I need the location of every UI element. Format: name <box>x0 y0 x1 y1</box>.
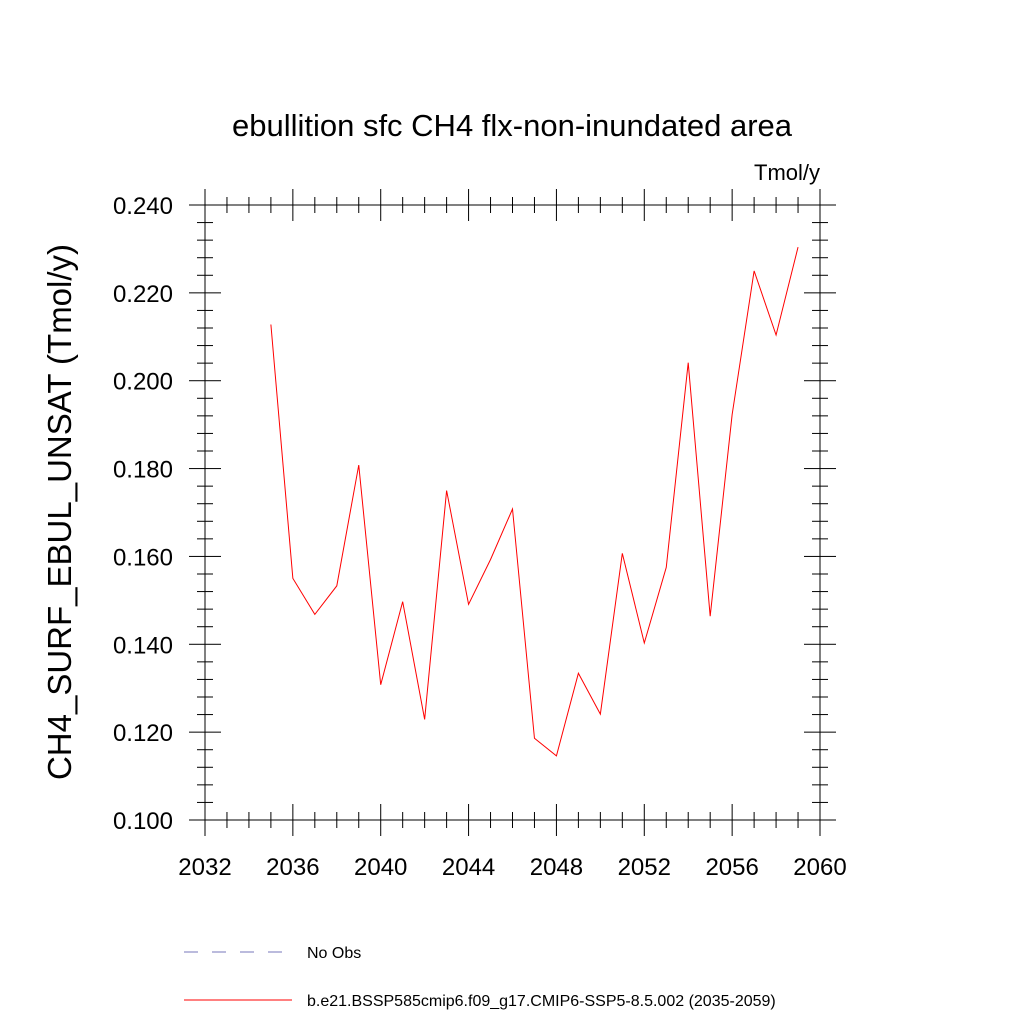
y-tick-label: 0.100 <box>113 808 173 835</box>
y-axis: 0.100 0.120 0.140 0.160 0.180 0.200 0.220 0.240 <box>113 193 836 835</box>
series-line <box>270 247 799 757</box>
y-tick-label: 0.160 <box>113 544 173 571</box>
chart-title: ebullition sfc CH4 flx-non-inundated are… <box>232 108 793 143</box>
x-tick-label: 2048 <box>530 854 583 881</box>
legend-label-series: b.e21.BSSP585cmip6.f09_g17.CMIP6-SSP5-8.… <box>307 993 776 1010</box>
y-axis-label: CH4_SURF_EBUL_UNSAT (Tmol/y) <box>41 244 78 780</box>
series-layer <box>270 247 799 757</box>
x-tick-label: 2032 <box>178 854 231 881</box>
units-label: Tmol/y <box>754 160 820 185</box>
y-tick-label: 0.180 <box>113 457 173 484</box>
y-tick-label: 0.120 <box>113 720 173 747</box>
y-tick-label: 0.240 <box>113 193 173 220</box>
y-tick-label: 0.220 <box>113 281 173 308</box>
y-tick-label: 0.140 <box>113 632 173 659</box>
legend-label-no-obs: No Obs <box>307 945 361 962</box>
x-axis: 2032 2036 2040 2044 2048 2052 2056 2060 <box>178 189 847 881</box>
x-tick-label: 2060 <box>793 854 846 881</box>
x-tick-label: 2052 <box>618 854 671 881</box>
x-tick-label: 2056 <box>705 854 758 881</box>
x-tick-label: 2040 <box>354 854 407 881</box>
x-tick-label: 2036 <box>266 854 319 881</box>
legend: No Obs b.e21.BSSP585cmip6.f09_g17.CMIP6-… <box>184 945 776 1010</box>
x-tick-label: 2044 <box>442 854 495 881</box>
y-tick-label: 0.200 <box>113 369 173 396</box>
